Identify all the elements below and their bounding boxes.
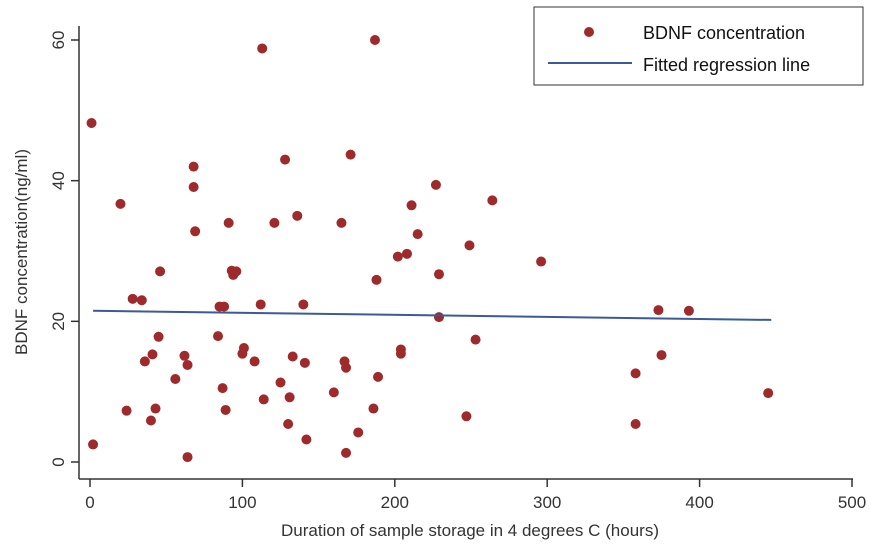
data-point [683, 305, 694, 316]
data-point [406, 200, 417, 211]
x-axis-ticks: 0 100 200 300 400 500 [85, 479, 866, 512]
data-point [461, 411, 472, 422]
data-point [373, 371, 384, 382]
data-point [283, 419, 294, 430]
data-point [371, 274, 382, 285]
data-point [395, 348, 406, 359]
data-point [280, 154, 291, 165]
legend: BDNF concentration Fitted regression lin… [533, 6, 864, 86]
data-point [179, 350, 190, 361]
x-tick-label: 500 [838, 493, 866, 512]
data-point [139, 356, 150, 367]
legend-label-line: Fitted regression line [643, 55, 810, 75]
data-point [656, 350, 667, 361]
data-point [433, 312, 444, 323]
data-point [155, 266, 166, 277]
data-point [345, 149, 356, 160]
data-point [190, 226, 201, 237]
data-point [301, 434, 312, 445]
data-point [287, 351, 298, 362]
data-point [136, 295, 147, 306]
data-point [127, 293, 138, 304]
data-point [217, 383, 228, 394]
data-point [170, 374, 181, 385]
data-point [369, 35, 380, 45]
data-point [299, 357, 310, 368]
data-point [341, 362, 352, 373]
data-point [284, 392, 295, 403]
data-point [88, 439, 99, 450]
data-point [464, 240, 475, 251]
scatter-points [86, 35, 774, 463]
data-point [257, 43, 268, 54]
data-point [255, 299, 266, 310]
data-point [653, 305, 664, 316]
data-point [121, 405, 132, 416]
data-point [292, 210, 303, 221]
y-tick-label: 20 [49, 312, 68, 331]
y-tick-label: 40 [49, 171, 68, 190]
data-point [368, 403, 379, 414]
data-point [115, 198, 126, 209]
x-tick-label: 100 [228, 493, 256, 512]
data-point [298, 299, 309, 310]
data-point [153, 331, 164, 342]
data-point [401, 248, 412, 259]
data-point [86, 117, 97, 128]
data-point [328, 387, 339, 398]
data-point [275, 377, 286, 388]
data-point [353, 427, 364, 438]
legend-marker-points [584, 27, 594, 37]
x-axis-title: Duration of sample storage in 4 degrees … [281, 521, 659, 540]
data-point [188, 181, 199, 192]
legend-box [533, 6, 864, 86]
data-point [182, 452, 193, 463]
data-point [433, 269, 444, 280]
data-point [336, 217, 347, 228]
y-tick-label: 60 [49, 31, 68, 50]
regression-line-group [93, 309, 772, 321]
data-point [219, 301, 230, 312]
data-point [223, 217, 234, 228]
data-point [487, 195, 498, 206]
y-axis-ticks: 0 20 40 60 [49, 31, 79, 467]
data-point [630, 419, 641, 430]
data-point [249, 356, 260, 367]
data-point [188, 161, 199, 172]
data-point [145, 415, 156, 426]
plot-area: 0 20 40 60 0 100 200 300 400 500 [49, 26, 866, 512]
legend-point-marker [584, 27, 594, 37]
data-point [182, 359, 193, 370]
data-point [763, 388, 774, 399]
data-point [341, 447, 352, 458]
data-point [430, 179, 441, 190]
x-tick-label: 400 [685, 493, 713, 512]
x-tick-label: 200 [381, 493, 409, 512]
data-point [392, 251, 403, 262]
y-axis-title: BDNF concentration(ng/ml) [12, 149, 31, 355]
data-point [147, 349, 158, 360]
data-point [238, 343, 249, 354]
data-point [258, 394, 269, 405]
data-point [269, 217, 280, 228]
data-point [231, 266, 242, 277]
y-tick-label: 0 [49, 457, 68, 466]
data-point [536, 256, 547, 267]
data-point [412, 229, 423, 240]
data-point [630, 368, 641, 379]
data-point [150, 403, 161, 414]
data-point [220, 404, 231, 415]
x-tick-label: 300 [533, 493, 561, 512]
legend-label-points: BDNF concentration [643, 23, 805, 43]
data-point [213, 331, 224, 342]
x-tick-label: 0 [85, 493, 94, 512]
data-point [470, 334, 481, 345]
regression-line [93, 309, 772, 321]
